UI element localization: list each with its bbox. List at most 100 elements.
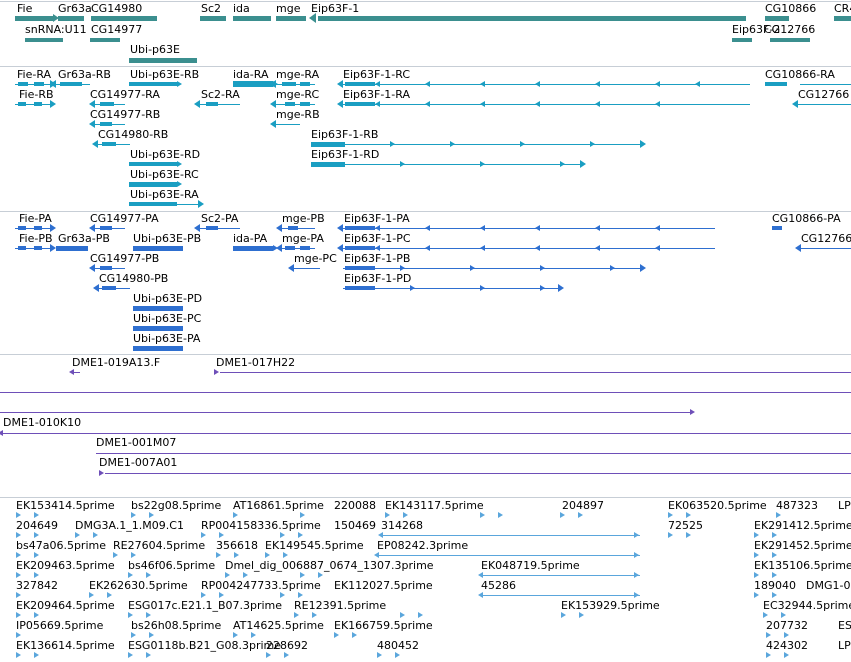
- feature-label[interactable]: Eip63F-1-RA: [343, 88, 410, 101]
- gene-bar[interactable]: [732, 38, 752, 42]
- feature-label[interactable]: Eip63F-1-RD: [311, 148, 380, 161]
- feature-label[interactable]: 314268: [381, 519, 423, 532]
- feature-label[interactable]: RE12391.5prime: [294, 599, 387, 612]
- feature-label[interactable]: EK153414.5prime: [16, 499, 115, 512]
- feature-label[interactable]: EK166759.5prime: [334, 619, 433, 632]
- feature-label[interactable]: bs46f06.5prime: [128, 559, 216, 572]
- protein-bar[interactable]: [133, 306, 183, 311]
- feature-label[interactable]: AT16861.5prime: [233, 499, 324, 512]
- feature-block[interactable]: [345, 246, 375, 250]
- feature-label[interactable]: ES: [838, 619, 851, 632]
- feature-label[interactable]: AT14625.5prime: [233, 619, 324, 632]
- feature-block[interactable]: [345, 82, 375, 86]
- feature-label[interactable]: Gr63a-PB: [58, 232, 110, 245]
- feature-block[interactable]: [345, 102, 375, 106]
- feature-label[interactable]: Sc2: [201, 2, 222, 15]
- feature-block[interactable]: [285, 246, 295, 250]
- feature-label[interactable]: bs22g08.5prime: [131, 499, 222, 512]
- feature-block[interactable]: [288, 226, 298, 230]
- feature-block[interactable]: [18, 102, 26, 106]
- feature-label[interactable]: Ubi-p63E-RA: [130, 188, 199, 201]
- feature-label[interactable]: mge-RA: [276, 68, 320, 81]
- feature-label[interactable]: EK143117.5prime: [385, 499, 484, 512]
- feature-label[interactable]: Eip63F-1-PC: [344, 232, 411, 245]
- feature-label[interactable]: CG14977-PB: [90, 252, 160, 265]
- feature-label[interactable]: Sc2-RA: [201, 88, 240, 101]
- feature-block[interactable]: [100, 266, 112, 270]
- feature-label[interactable]: RE27604.5prime: [113, 539, 206, 552]
- feature-label[interactable]: ida-RA: [233, 68, 269, 81]
- feature-label[interactable]: DMG3A.1_1.M09.C1: [75, 519, 184, 532]
- feature-block[interactable]: [18, 82, 28, 86]
- feature-label[interactable]: EK149545.5prime: [265, 539, 364, 552]
- feature-label[interactable]: Ubi-p63E-PA: [133, 332, 201, 345]
- feature-label[interactable]: Fie-RA: [17, 68, 52, 81]
- feature-label[interactable]: EK291412.5prime: [754, 519, 851, 532]
- feature-label[interactable]: CG14977: [91, 23, 143, 36]
- feature-label[interactable]: CG14980: [91, 2, 143, 15]
- feature-label[interactable]: bs26h08.5prime: [131, 619, 222, 632]
- feature-label[interactable]: CG14980-RB: [98, 128, 169, 141]
- feature-label[interactable]: EK209463.5prime: [16, 559, 115, 572]
- feature-block[interactable]: [233, 81, 273, 87]
- feature-label[interactable]: RP004247733.5prime: [201, 579, 321, 592]
- feature-block[interactable]: [129, 202, 177, 206]
- feature-label[interactable]: Ubi-p63E-RD: [130, 148, 201, 161]
- feature-block[interactable]: [285, 102, 295, 106]
- feature-label[interactable]: 204649: [16, 519, 58, 532]
- feature-block[interactable]: [129, 182, 177, 187]
- feature-label[interactable]: DME1-010K10: [3, 416, 82, 429]
- feature-label[interactable]: Ubi-p63E-RB: [130, 68, 200, 81]
- feature-label[interactable]: Ubi-p63E-PC: [133, 312, 202, 325]
- feature-label[interactable]: Eip63F-1-PB: [344, 252, 411, 265]
- feature-label[interactable]: LP: [838, 639, 851, 652]
- feature-label[interactable]: CG10866-RA: [765, 68, 835, 81]
- feature-block[interactable]: [34, 82, 44, 86]
- feature-label[interactable]: ESG0118b.B21_G08.3prime: [128, 639, 282, 652]
- feature-block[interactable]: [772, 226, 782, 230]
- feature-label[interactable]: EP08242.3prime: [377, 539, 469, 552]
- protein-bar[interactable]: [233, 246, 273, 251]
- feature-label[interactable]: Ubi-p63E-PB: [133, 232, 202, 245]
- feature-label[interactable]: Ubi-p63E-RC: [130, 168, 199, 181]
- feature-label[interactable]: 327842: [16, 579, 58, 592]
- feature-block[interactable]: [34, 102, 42, 106]
- feature-label[interactable]: snRNA:U11: [25, 23, 87, 36]
- gene-bar[interactable]: [318, 16, 746, 21]
- feature-label[interactable]: Fie-PA: [19, 212, 52, 225]
- gene-bar[interactable]: [770, 38, 810, 42]
- feature-label[interactable]: DME1-007A01: [99, 456, 178, 469]
- feature-label[interactable]: Gr63a: [58, 2, 92, 15]
- feature-block[interactable]: [345, 286, 375, 290]
- feature-label[interactable]: mge-RC: [276, 88, 320, 101]
- feature-label[interactable]: DME1-001M07: [96, 436, 177, 449]
- feature-label[interactable]: mge-PB: [282, 212, 325, 225]
- feature-label[interactable]: EK063520.5prime: [668, 499, 767, 512]
- feature-label[interactable]: Gr63a-RB: [58, 68, 111, 81]
- protein-bar[interactable]: [133, 326, 183, 331]
- feature-label[interactable]: Eip63F-1-PA: [344, 212, 410, 225]
- protein-bar[interactable]: [133, 246, 183, 251]
- feature-block[interactable]: [345, 226, 375, 230]
- feature-label[interactable]: DME1-017H22: [216, 356, 296, 369]
- feature-label[interactable]: CG12766: [764, 23, 816, 36]
- feature-label[interactable]: ESG017c.E21.1_B07.3prime: [128, 599, 283, 612]
- feature-block[interactable]: [60, 82, 82, 86]
- feature-label[interactable]: 480452: [377, 639, 419, 652]
- gene-bar[interactable]: [834, 16, 851, 21]
- feature-label[interactable]: EK135106.5prime: [754, 559, 851, 572]
- feature-label[interactable]: EK112027.5prime: [334, 579, 433, 592]
- feature-label[interactable]: IP05669.5prime: [16, 619, 104, 632]
- protein-bar[interactable]: [56, 246, 88, 251]
- feature-block[interactable]: [300, 246, 310, 250]
- feature-block[interactable]: [300, 82, 310, 86]
- feature-label[interactable]: bs47a06.5prime: [16, 539, 106, 552]
- feature-block[interactable]: [100, 122, 112, 126]
- feature-label[interactable]: RP004158336.5prime: [201, 519, 321, 532]
- feature-label[interactable]: EK153929.5prime: [561, 599, 660, 612]
- feature-block[interactable]: [34, 226, 42, 230]
- gene-bar[interactable]: [276, 16, 306, 21]
- feature-label[interactable]: Fie: [17, 2, 33, 15]
- feature-label[interactable]: mge: [276, 2, 301, 15]
- feature-label[interactable]: 356618: [216, 539, 258, 552]
